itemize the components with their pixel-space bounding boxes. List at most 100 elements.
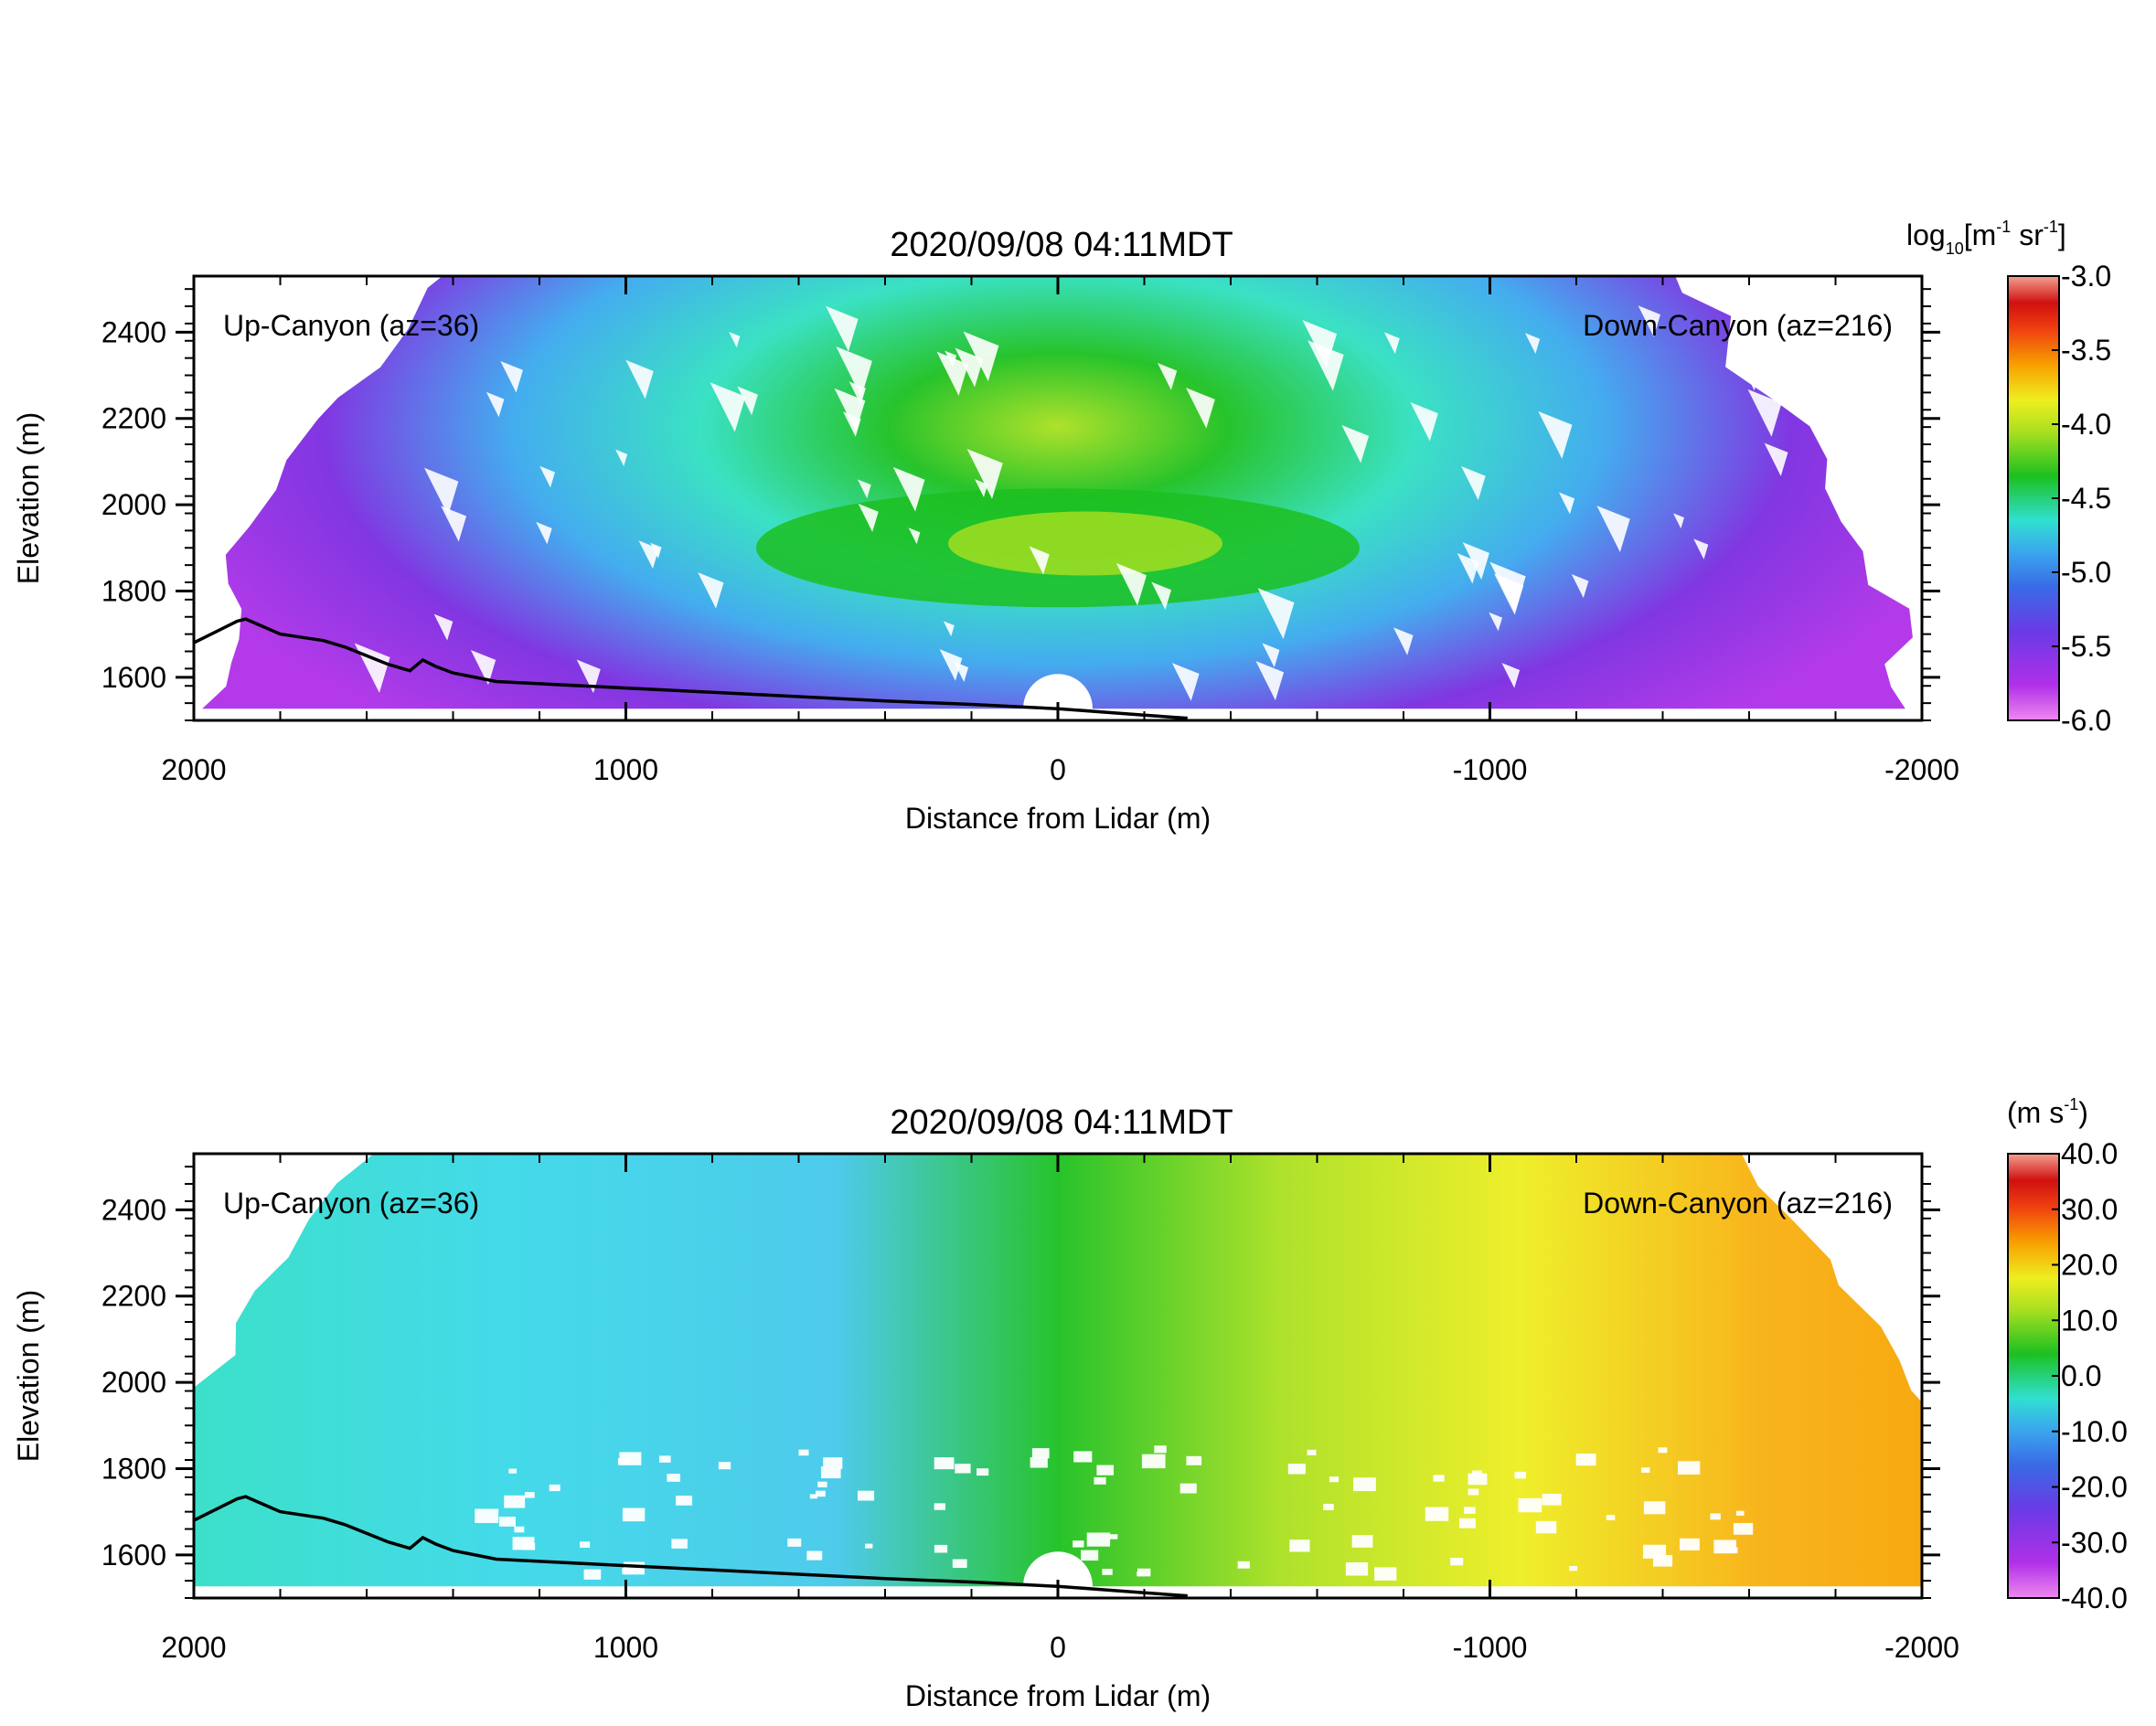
- missing-data-patch: [1255, 661, 1285, 701]
- missing-data-patch: [1457, 553, 1479, 584]
- missing-data-patch: [549, 1484, 560, 1492]
- missing-data-patch: [1640, 1467, 1650, 1473]
- missing-data-patch: [486, 391, 505, 418]
- missing-data-patch: [1287, 1464, 1306, 1475]
- y-axis-label: Elevation (m): [12, 1290, 45, 1463]
- data-field: [194, 276, 1913, 720]
- missing-data-patch: [1323, 1503, 1334, 1510]
- colorbar-tick-label: -3.5: [2061, 334, 2111, 367]
- y-tick-label: 2400: [101, 315, 166, 348]
- missing-data-patch: [583, 1569, 602, 1580]
- lidar-blind-zone: [1023, 674, 1093, 709]
- missing-data-patch: [1514, 1471, 1527, 1479]
- x-tick-label: -2000: [1884, 753, 1959, 786]
- terrain-line: [194, 1495, 1188, 1598]
- velocity-panel: 2000 1000 0 -1000 -2000 1600 1800 2000 2200 2400 2…: [12, 1095, 2128, 1712]
- missing-data-patch: [698, 572, 724, 609]
- missing-data-patch: [580, 1541, 591, 1548]
- missing-data-patch: [619, 1452, 642, 1465]
- missing-data-patch: [1575, 1454, 1596, 1466]
- missing-data-patch: [659, 1455, 671, 1463]
- colorbar-tick-label: 0.0: [2061, 1359, 2101, 1392]
- x-tick-label: -1000: [1453, 1631, 1528, 1664]
- missing-data-patch: [943, 621, 955, 637]
- missing-data-patch: [1764, 442, 1788, 476]
- missing-data-patch: [934, 1503, 945, 1510]
- missing-data-patch: [1525, 333, 1541, 354]
- missing-data-patch: [667, 1474, 680, 1482]
- missing-data-patch: [1425, 1507, 1449, 1521]
- missing-data-patch: [1345, 1561, 1369, 1576]
- missing-data-patch: [1538, 410, 1573, 459]
- missing-data-patch: [1693, 538, 1709, 559]
- colorbar-tick-label: 10.0: [2061, 1304, 2118, 1337]
- missing-data-patch: [1341, 424, 1370, 463]
- colorbar-tick-label: -30.0: [2061, 1526, 2128, 1559]
- missing-data-patch: [955, 347, 984, 388]
- missing-data-patch: [815, 1490, 826, 1497]
- missing-data-patch: [1086, 1532, 1111, 1547]
- missing-data-patch: [1237, 1561, 1250, 1569]
- missing-data-patch: [1096, 1465, 1114, 1476]
- missing-data-patch: [1158, 363, 1178, 390]
- missing-data-patch: [1710, 1513, 1721, 1520]
- missing-data-patch: [470, 649, 496, 686]
- missing-data-patch: [1307, 340, 1344, 391]
- missing-data-patch: [1501, 663, 1521, 688]
- y-tick-label: 2400: [101, 1193, 166, 1226]
- x-tick-label: 0: [1050, 753, 1066, 786]
- missing-data-patch: [1468, 1488, 1479, 1496]
- missing-data-patch: [1433, 1475, 1445, 1482]
- missing-data-patch: [1735, 1510, 1745, 1516]
- colorbar: [2007, 1153, 2060, 1599]
- missing-data-patch: [977, 1468, 989, 1476]
- annotation-down-canyon: Down-Canyon (az=216): [1583, 1187, 1893, 1220]
- missing-data-patch: [1759, 332, 1774, 352]
- missing-data-patch: [1596, 506, 1630, 553]
- missing-data-patch: [1643, 1501, 1666, 1515]
- x-tick-label: 1000: [593, 1631, 658, 1664]
- colorbar-tick-label: -10.0: [2061, 1415, 2128, 1448]
- y-tick-label: 2000: [101, 488, 166, 521]
- missing-data-patch: [864, 1543, 873, 1549]
- x-tick-label: 0: [1050, 1631, 1066, 1664]
- chart-title: 2020/09/08 04:11MDT: [890, 226, 1233, 264]
- x-tick-label: -2000: [1884, 1631, 1959, 1664]
- missing-data-patch: [539, 465, 556, 488]
- x-tick-label: 2000: [161, 753, 226, 786]
- missing-data-patch: [1115, 562, 1147, 606]
- missing-data-patch: [433, 613, 454, 641]
- missing-data-patch: [1137, 1568, 1151, 1577]
- missing-data-patch: [1109, 1534, 1118, 1540]
- missing-data-patch: [524, 1492, 535, 1498]
- x-tick-label: 2000: [161, 1631, 226, 1664]
- missing-data-patch: [939, 649, 963, 681]
- missing-data-patch: [638, 540, 659, 570]
- missing-data-patch: [441, 506, 467, 542]
- missing-data-patch: [1383, 332, 1400, 355]
- missing-data-patch: [1733, 1522, 1754, 1535]
- missing-data-patch: [1606, 1515, 1616, 1520]
- missing-data-patch: [1289, 1540, 1310, 1552]
- missing-data-patch: [1410, 401, 1438, 442]
- missing-data-patch: [498, 1516, 517, 1527]
- missing-data-patch: [857, 1490, 875, 1501]
- colorbar-tick-label: 20.0: [2061, 1249, 2118, 1282]
- missing-data-patch: [1171, 663, 1200, 701]
- missing-data-patch: [1747, 389, 1782, 437]
- missing-data-patch: [1393, 627, 1414, 655]
- colorbar: [2007, 275, 2060, 721]
- missing-data-patch: [1353, 1477, 1376, 1492]
- colorbar-tick-label: -3.0: [2061, 260, 2111, 293]
- annotation-up-canyon: Up-Canyon (az=36): [223, 309, 479, 342]
- missing-data-patch: [1186, 1455, 1202, 1465]
- missing-data-patch: [1151, 581, 1172, 610]
- colorbar-tick-label: -5.5: [2061, 630, 2111, 663]
- y-tick-label: 2200: [101, 1280, 166, 1313]
- colorbar-tick-label: -4.5: [2061, 482, 2111, 515]
- missing-data-patch: [1094, 1476, 1106, 1485]
- missing-data-patch: [1154, 1445, 1167, 1454]
- missing-data-patch: [858, 503, 879, 532]
- missing-data-patch: [1489, 561, 1526, 613]
